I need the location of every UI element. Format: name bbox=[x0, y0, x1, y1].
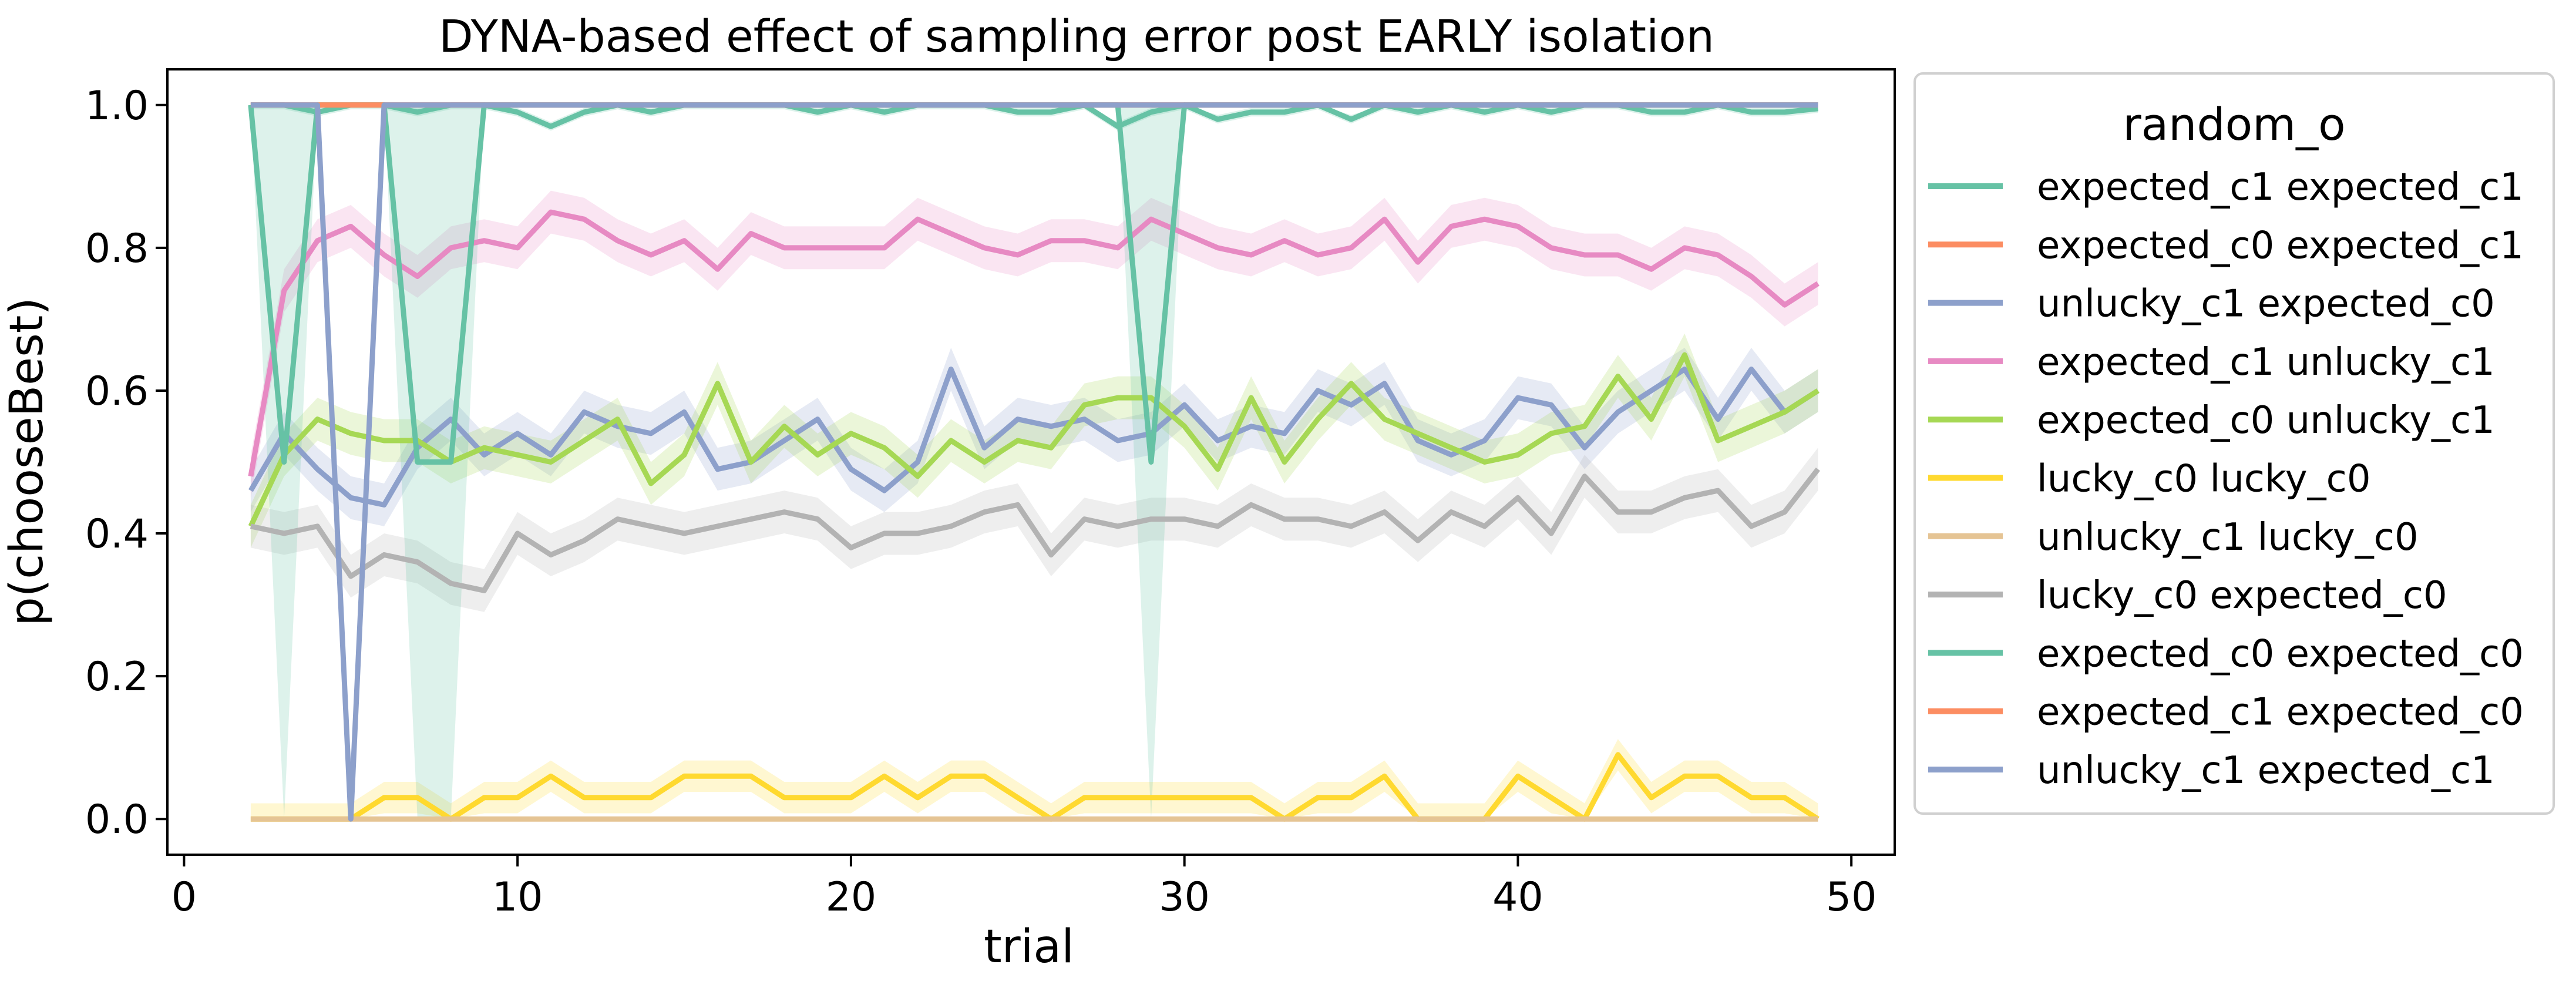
y-tick-label: 0.4 bbox=[85, 511, 149, 557]
band-expected_c0-unlucky_c1 bbox=[250, 333, 1818, 548]
x-tick-label: 40 bbox=[1492, 874, 1543, 921]
legend-label: expected_c1 unlucky_c1 bbox=[2037, 341, 2495, 384]
series-lines bbox=[248, 102, 1820, 822]
legend-label: lucky_c0 expected_c0 bbox=[2037, 574, 2447, 617]
plot-frame bbox=[166, 68, 1896, 856]
legend-label: unlucky_c1 expected_c0 bbox=[2037, 283, 2495, 326]
legend-label: unlucky_c1 expected_c1 bbox=[2037, 749, 2495, 792]
x-axis-label: trial bbox=[984, 921, 1074, 973]
y-tick-label: 0.0 bbox=[85, 797, 149, 843]
legend-label: expected_c0 expected_c1 bbox=[2037, 224, 2524, 267]
legend-items: expected_c1 expected_c1 expected_c0 expec… bbox=[1928, 166, 2524, 792]
legend-label: lucky_c0 lucky_c0 bbox=[2037, 458, 2371, 501]
x-tick-label: 30 bbox=[1159, 874, 1210, 921]
legend-label: unlucky_c1 lucky_c0 bbox=[2037, 516, 2419, 559]
y-tick-label: 0.2 bbox=[85, 654, 149, 700]
confidence-bands bbox=[250, 105, 1818, 819]
x-tick-label: 20 bbox=[826, 874, 877, 921]
band-expected_c1-unlucky_c1 bbox=[250, 190, 1818, 498]
legend-label: expected_c0 expected_c0 bbox=[2037, 632, 2524, 676]
x-tick-label: 50 bbox=[1826, 874, 1877, 921]
series-line-lucky_c0-lucky_c0 bbox=[250, 752, 1820, 822]
y-tick-label: 0.6 bbox=[85, 368, 149, 415]
x-axis: 0 10 20 30 40 50 bbox=[171, 855, 1877, 921]
y-tick-label: 0.8 bbox=[85, 226, 149, 272]
x-tick-label: 10 bbox=[492, 874, 543, 921]
y-axis: 0.0 0.2 0.4 0.6 0.8 1.0 bbox=[85, 83, 167, 843]
legend-title: random_o bbox=[2123, 98, 2345, 150]
series-line-unlucky_c1-expected_c0 bbox=[248, 367, 1820, 508]
y-tick-label: 1.0 bbox=[85, 83, 149, 129]
series-line-unlucky_c1-expected_c1 bbox=[250, 102, 1818, 822]
series-line-expected_c1-unlucky_c1 bbox=[248, 209, 1820, 477]
band-unlucky_c1-expected_c0 bbox=[250, 348, 1818, 526]
chart-title: DYNA-based effect of sampling error post… bbox=[439, 10, 1714, 62]
y-axis-label: p(chooseBest) bbox=[1, 297, 53, 626]
series-line-lucky_c0-expected_c0 bbox=[250, 467, 1820, 593]
series-line-expected_c0-unlucky_c1 bbox=[248, 352, 1820, 528]
x-tick-label: 0 bbox=[171, 874, 197, 921]
band-expected_c0-expected_c0 bbox=[250, 105, 1818, 819]
series-line-expected_c1-expected_c1 bbox=[250, 102, 1818, 129]
legend: random_o expected_c1 expected_c1expected… bbox=[1913, 72, 2555, 815]
legend-label: expected_c1 expected_c0 bbox=[2037, 691, 2524, 734]
legend-frame bbox=[1913, 72, 2555, 815]
legend-label: expected_c1 expected_c1 bbox=[2037, 166, 2524, 209]
legend-label: expected_c0 unlucky_c1 bbox=[2037, 399, 2495, 442]
